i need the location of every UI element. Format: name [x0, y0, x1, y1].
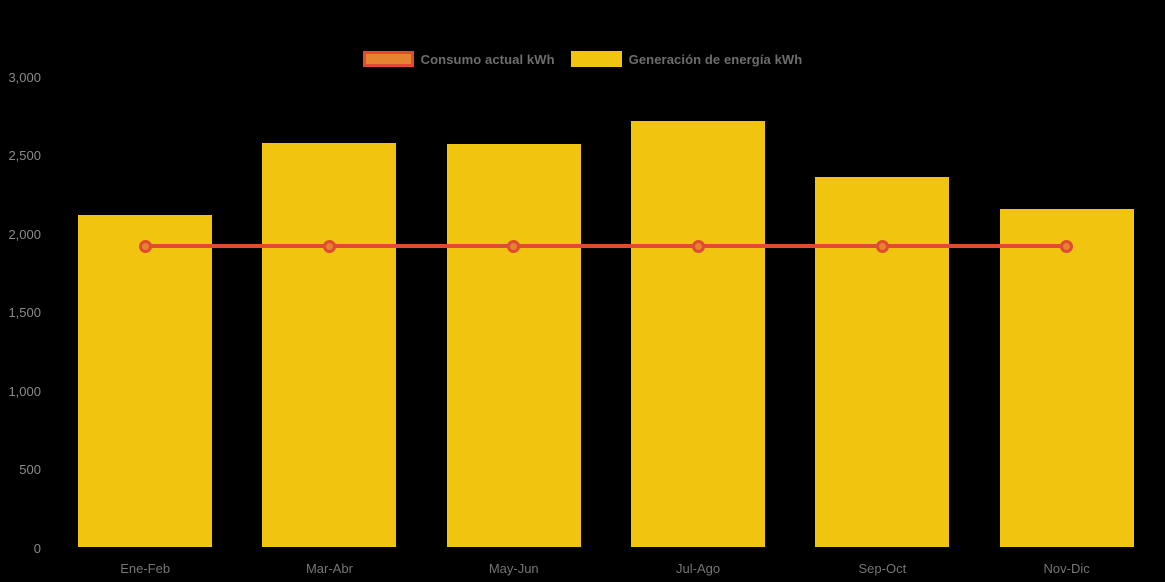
y-axis-tick-500: 500	[19, 462, 41, 478]
bar-jul-ago[interactable]	[631, 120, 766, 548]
line-marker-sep-oct[interactable]	[875, 239, 889, 253]
bar-may-jun[interactable]	[446, 144, 581, 548]
x-axis-label-nov-dic: Nov-Dic	[1043, 561, 1090, 576]
legend-item-generacion-energia[interactable]: Generación de energía kWh	[570, 51, 803, 67]
y-axis-tick-1000: 1,000	[8, 383, 41, 399]
legend-item-consumo-actual[interactable]: Consumo actual kWh	[362, 51, 555, 67]
y-axis-tick-3000: 3,000	[8, 70, 41, 85]
x-axis-label-jul-ago: Jul-Ago	[676, 561, 721, 576]
x-axis-label-ene-feb: Ene-Feb	[120, 561, 171, 576]
legend-label-consumo-actual: Consumo actual kWh	[420, 51, 555, 67]
x-axis-label-mar-abr: Mar-Abr	[305, 561, 353, 576]
bar-mar-abr[interactable]	[262, 142, 397, 548]
y-axis-tick-1500: 1,500	[8, 305, 41, 321]
y-axis-tick-2000: 2,000	[8, 226, 41, 242]
consumption-line	[145, 244, 1067, 249]
line-marker-nov-dic[interactable]	[1060, 239, 1074, 253]
line-marker-ene-feb[interactable]	[138, 239, 152, 253]
y-axis-tick-0: 0	[33, 540, 41, 556]
line-marker-may-jun[interactable]	[507, 239, 521, 253]
line-marker-jul-ago[interactable]	[691, 239, 705, 253]
legend-label-generacion-energia: Generación de energía kWh	[628, 51, 803, 67]
bar-sep-oct[interactable]	[815, 177, 950, 548]
bar-nov-dic[interactable]	[999, 208, 1134, 548]
chart-legend: Consumo actual kWh Generación de energía…	[0, 51, 1165, 67]
y-axis-tick-2500: 2,500	[8, 148, 41, 164]
x-axis-label-sep-oct: Sep-Oct	[858, 561, 907, 576]
bar-ene-feb[interactable]	[78, 215, 213, 548]
legend-swatch-consumo-actual	[362, 51, 414, 67]
line-marker-mar-abr[interactable]	[322, 239, 336, 253]
legend-swatch-generacion-energia	[570, 51, 622, 67]
x-axis-label-may-jun: May-Jun	[488, 561, 539, 576]
